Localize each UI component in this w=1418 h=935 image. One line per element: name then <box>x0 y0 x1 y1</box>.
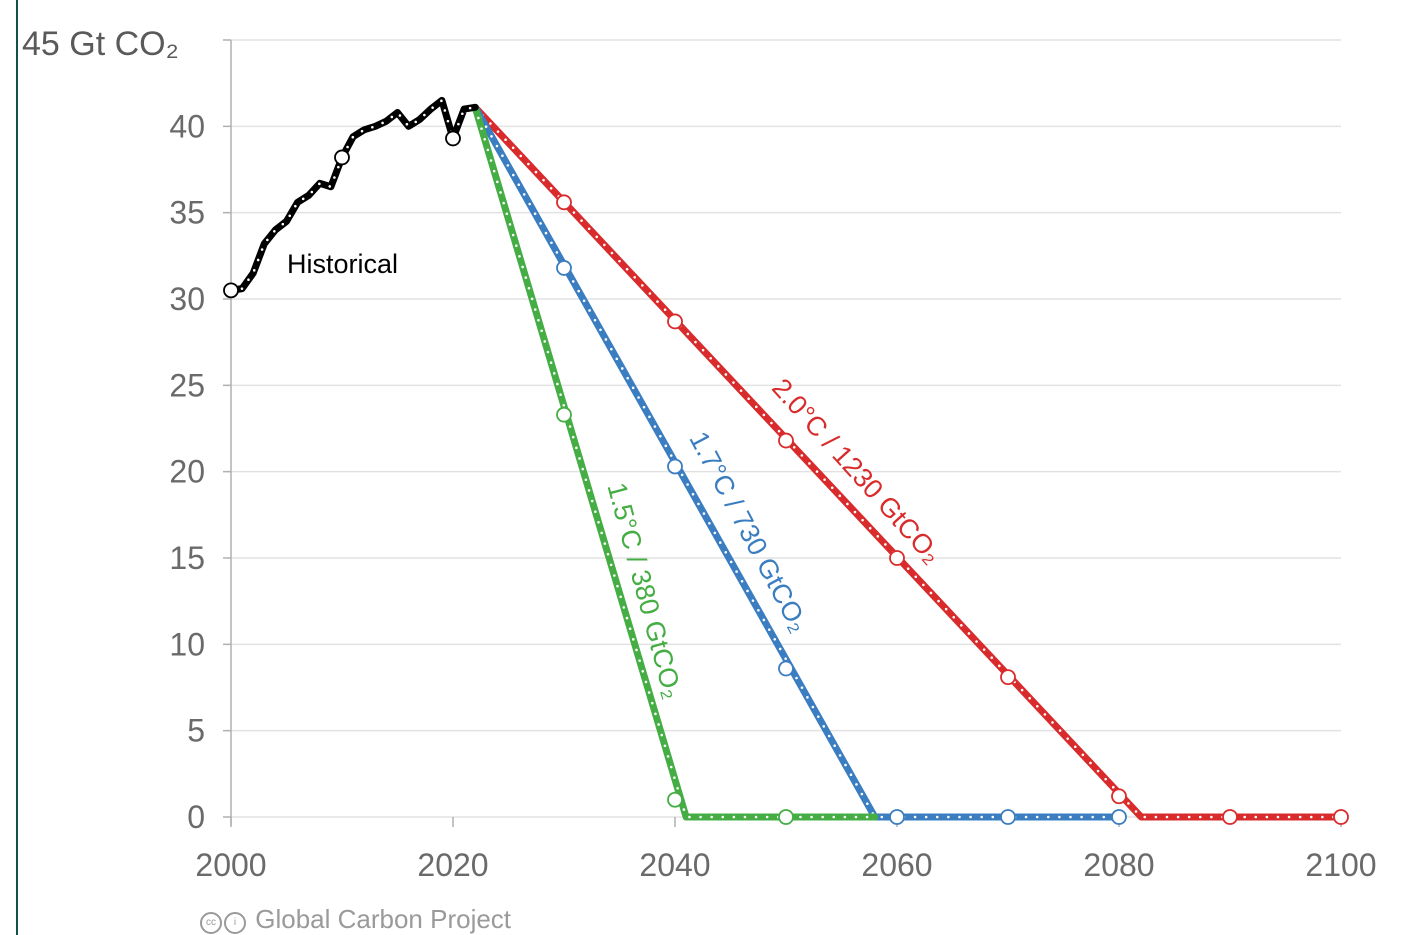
y-tick-label: 20 <box>169 454 205 490</box>
data-point-marker <box>1111 788 1127 805</box>
series-dots <box>473 106 1121 819</box>
y-tick-label: 10 <box>169 626 205 662</box>
data-point-marker <box>334 149 350 166</box>
series-dots <box>473 106 877 819</box>
gridlines <box>231 39 1341 818</box>
data-point-marker <box>445 130 461 147</box>
y-tick-label: 15 <box>169 540 205 576</box>
data-point-marker <box>556 406 572 423</box>
data-point-marker <box>223 282 239 299</box>
left-border <box>16 0 18 935</box>
y-axis-unit-label: 45 Gt CO₂ <box>22 25 179 63</box>
attribution-icon: i <box>224 912 246 934</box>
x-tick-label: 2040 <box>639 847 710 883</box>
data-point-marker <box>1111 809 1127 825</box>
label-historical: Historical <box>287 249 398 279</box>
data-point-marker <box>1222 809 1238 825</box>
data-point-marker <box>1000 669 1016 686</box>
x-tick-label: 2020 <box>417 847 488 883</box>
credit-line: cc i Global Carbon Project <box>200 904 511 935</box>
x-tick-label: 2080 <box>1083 847 1154 883</box>
y-tick-label: 35 <box>169 195 205 231</box>
axes: 0 5 10 15 20 25 30 35 40 2000 2020 2040 2060 2080 2100 <box>169 39 1377 883</box>
y-tick-label: 30 <box>169 281 205 317</box>
y-tick-label: 5 <box>187 713 205 749</box>
series-line <box>471 103 1345 821</box>
data-point-marker <box>556 260 572 276</box>
data-point-marker <box>778 432 794 449</box>
data-point-marker <box>667 791 683 808</box>
data-point-marker <box>778 809 794 825</box>
label-1-7c: 1.7°C / 730 GtCO₂ <box>684 427 815 637</box>
data-point-marker <box>889 809 905 825</box>
series-dots <box>229 99 477 292</box>
x-tick-label: 2100 <box>1305 847 1376 883</box>
series-lines <box>227 96 1345 821</box>
data-point-marker <box>778 660 794 677</box>
data-point-marker <box>1000 809 1016 825</box>
y-tick-label: 40 <box>169 108 205 144</box>
data-point-marker <box>1333 809 1349 825</box>
y-tick-label: 25 <box>169 367 205 403</box>
data-point-marker <box>667 458 683 475</box>
data-point-marker <box>556 194 572 211</box>
data-point-marker <box>889 550 905 566</box>
cc-license-icon: cc <box>200 912 222 934</box>
series-markers <box>223 130 1349 825</box>
y-tick-label: 0 <box>187 799 205 835</box>
series-dots <box>473 106 1343 819</box>
data-point-marker <box>667 313 683 330</box>
x-tick-label: 2060 <box>861 847 932 883</box>
credit-text: Global Carbon Project <box>255 904 512 934</box>
x-tick-label: 2000 <box>195 847 266 883</box>
